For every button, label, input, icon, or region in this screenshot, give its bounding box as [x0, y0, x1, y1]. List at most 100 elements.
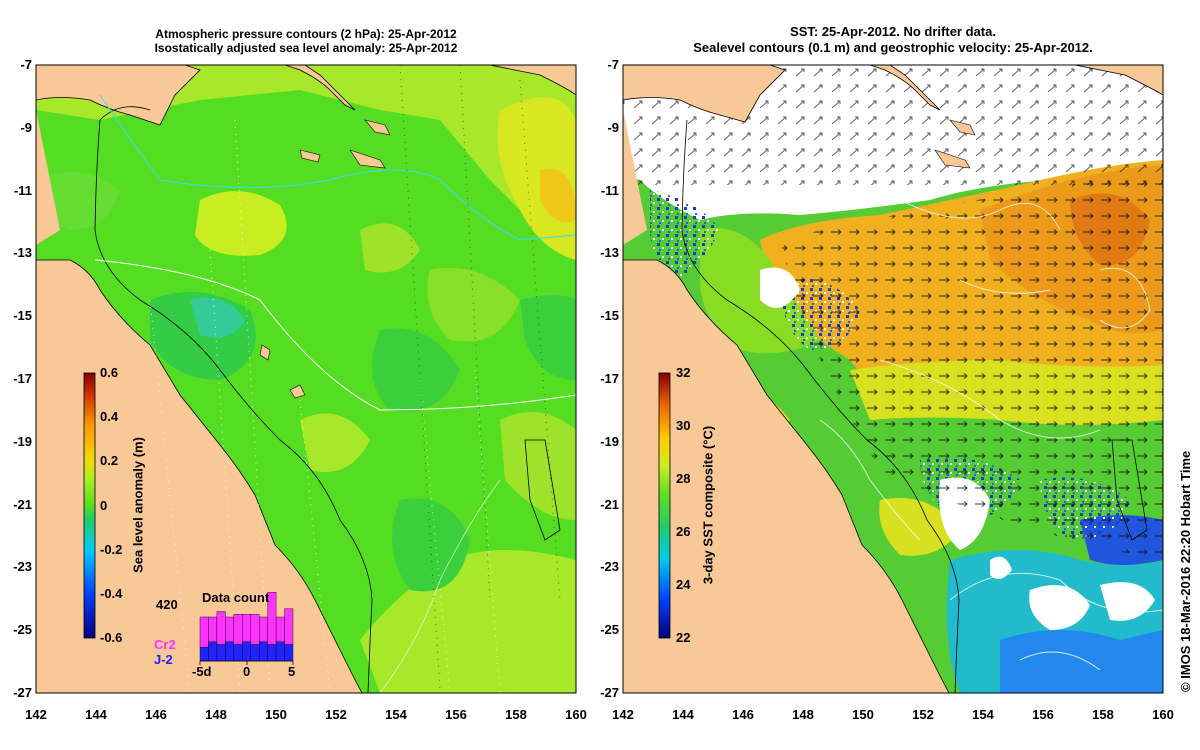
sla-colorbar-tick: 0.4	[100, 409, 119, 425]
histogram-bar-cr2	[275, 616, 285, 642]
left-lat-tick: -19	[13, 433, 32, 449]
inset-series-j2: J-2	[154, 652, 173, 667]
sst-colorbar-tick: 32	[676, 365, 691, 380]
right-lon-tick: 156	[1032, 707, 1054, 722]
histogram-bar-cr2	[225, 616, 235, 642]
sla-colorbar-tick: 0.2	[100, 453, 119, 469]
left-lat-tick: -25	[13, 622, 32, 638]
right-lat-tick: -23	[600, 559, 619, 575]
left-lon-tick: 146	[145, 707, 167, 722]
inset-title: Data count	[202, 590, 270, 605]
sst-colorbar-tick: 22	[676, 630, 691, 645]
left-lon-tick: 160	[565, 707, 587, 722]
histogram-bar-j2	[275, 641, 285, 662]
sla-colorbar-tick: -0.6	[100, 630, 123, 645]
left-map-frame	[35, 64, 577, 694]
sst-colorbar-tick: 28	[676, 471, 691, 486]
data-count-inset	[199, 592, 294, 665]
right-title-line2: Sealevel contours (0.1 m) and geostrophi…	[693, 40, 1093, 55]
sla-colorbar-tick: 0.6	[100, 365, 119, 380]
histogram-bar-j2	[250, 644, 260, 662]
sla-colorbar-tick: -0.2	[100, 541, 123, 557]
right-lon-tick: 158	[1092, 707, 1114, 722]
right-lon-tick: 150	[852, 707, 874, 722]
right-lon-tick: 154	[972, 707, 994, 722]
right-lat-tick: -7	[607, 57, 619, 72]
histogram-bar-cr2	[284, 608, 294, 645]
left-lat-tick: -9	[20, 119, 32, 135]
right-lon-tick: 152	[912, 707, 934, 722]
right-lat-tick: -27	[600, 685, 619, 700]
histogram-bar-j2	[267, 644, 277, 662]
sla-colorbar-label: Sea level anomaly (m)	[130, 437, 146, 573]
sla-colorbar	[83, 372, 96, 639]
histogram-bar-cr2	[258, 616, 268, 642]
left-lat-tick: -11	[13, 182, 32, 198]
histogram-bar-j2	[284, 644, 294, 662]
histogram-bar-cr2	[233, 614, 243, 645]
right-map-frame	[622, 64, 1164, 694]
left-title-line1: Atmospheric pressure contours (2 hPa): 2…	[155, 27, 457, 41]
right-lon-tick: 146	[732, 707, 754, 722]
sla-colorbar-tick: -0.4	[100, 585, 123, 601]
histogram-bar-j2	[242, 641, 251, 662]
left-map	[36, 65, 576, 693]
imos-credit: © IMOS 18-Mar-2016 22:20 Hobart Time	[1178, 450, 1193, 692]
left-lon-tick: 144	[85, 707, 107, 722]
right-lat-tick: -11	[600, 182, 619, 198]
left-lon-tick: 156	[445, 707, 467, 722]
inset-max-label: 420	[156, 597, 178, 612]
histogram-bar-cr2	[216, 611, 226, 645]
left-title-line2: Isostatically adjusted sea level anomaly…	[154, 41, 458, 55]
right-lat-tick: -19	[600, 433, 619, 449]
histogram-bar-j2	[225, 641, 235, 662]
sst-colorbar-tick: 30	[676, 418, 691, 433]
histogram-bar-cr2	[250, 614, 260, 645]
histogram-bar-j2	[258, 641, 268, 662]
right-lat-tick: -13	[600, 245, 619, 261]
left-lat-tick: -15	[13, 308, 32, 324]
right-lon-tick: 142	[612, 707, 634, 722]
histogram-bar-cr2	[199, 616, 209, 648]
inset-tick-end: 5	[288, 664, 296, 679]
histogram-bar-cr2	[208, 616, 218, 642]
right-title: SST: 25-Apr-2012. No drifter data. Seale…	[623, 24, 1163, 56]
right-lat-tick: -17	[600, 371, 619, 386]
histogram-bars	[199, 592, 294, 662]
left-lon-tick: 150	[265, 707, 287, 722]
left-lon-tick: 148	[205, 707, 227, 722]
histogram-bar-j2	[208, 641, 218, 662]
inset-series-cr2: Cr2	[154, 637, 176, 652]
left-title: Atmospheric pressure contours (2 hPa): 2…	[36, 27, 576, 55]
histogram-bar-j2	[199, 647, 209, 662]
right-lat-tick: -9	[607, 119, 619, 135]
right-map	[623, 65, 1163, 693]
left-lat-tick: -23	[13, 559, 32, 575]
right-title-line1: SST: 25-Apr-2012. No drifter data.	[790, 24, 996, 39]
sst-colorbar-tick: 24	[676, 577, 691, 592]
right-lat-tick: -25	[600, 622, 619, 638]
left-lat-tick: -27	[13, 685, 32, 700]
left-lat-tick: -21	[13, 496, 32, 512]
left-lat-tick: -7	[20, 57, 32, 72]
sst-colorbar-label: 3-day SST composite (°C)	[700, 425, 716, 585]
right-lon-tick: 148	[792, 707, 814, 722]
sla-colorbar-tick: 0	[100, 497, 108, 513]
histogram-bar-j2	[233, 644, 243, 662]
inset-tick-mid: 0	[243, 664, 251, 679]
left-lon-tick: 154	[385, 707, 407, 722]
histogram-bar-j2	[216, 644, 226, 662]
right-lon-tick: 160	[1152, 707, 1174, 722]
left-lat-tick: -13	[13, 245, 32, 261]
sst-colorbar	[658, 372, 671, 639]
left-lat-tick: -17	[13, 371, 32, 386]
right-lat-tick: -15	[600, 308, 619, 324]
left-lon-tick: 152	[325, 707, 347, 722]
right-lon-tick: 144	[672, 707, 694, 722]
left-lon-tick: 158	[505, 707, 527, 722]
histogram-bar-cr2	[242, 614, 251, 642]
right-lat-tick: -21	[600, 496, 619, 512]
sst-colorbar-tick: 26	[676, 524, 691, 539]
left-lon-tick: 142	[25, 707, 47, 722]
